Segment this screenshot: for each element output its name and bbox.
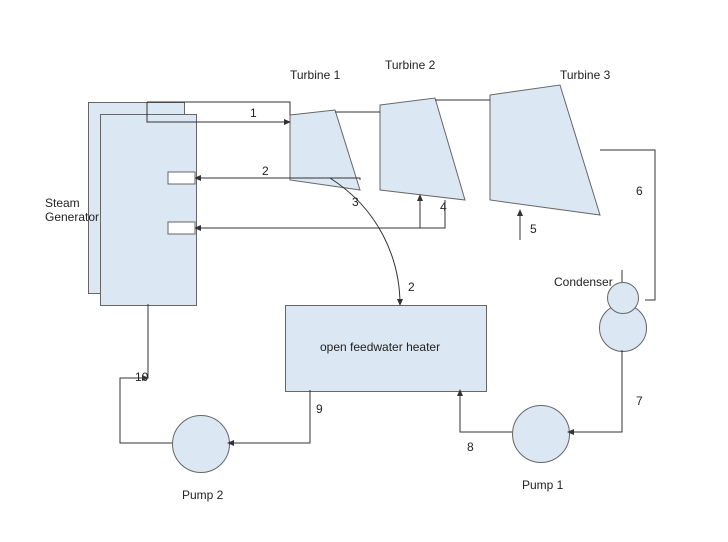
- turbine-2: [380, 98, 465, 200]
- diagram-svg: [0, 0, 728, 542]
- turbine-3: [490, 85, 600, 215]
